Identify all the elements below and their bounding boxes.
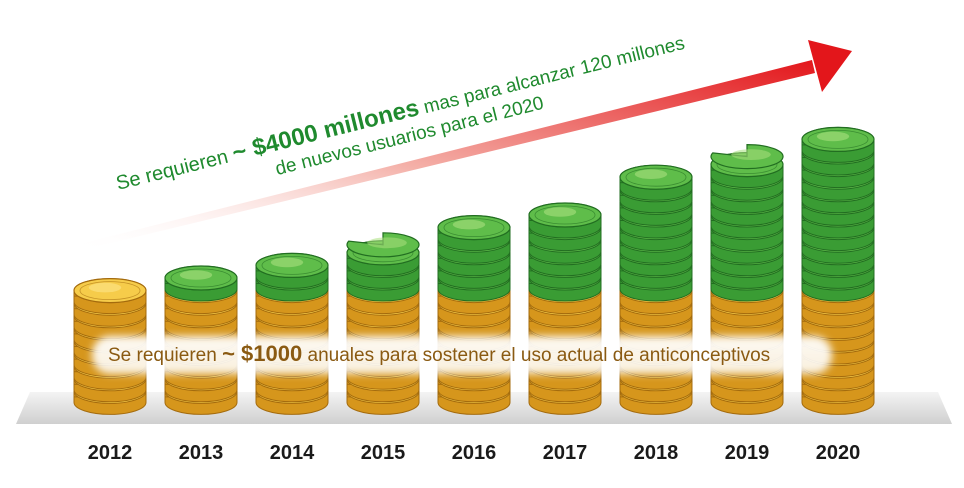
stack-top-2018 (619, 164, 693, 190)
stack-top-2012 (73, 278, 147, 304)
stack-top-2014 (255, 252, 329, 278)
x-tick-2020: 2020 (816, 442, 861, 464)
trend-arrow (72, 40, 852, 251)
x-tick-2019: 2019 (725, 442, 770, 464)
partial-coin-2015 (346, 232, 420, 258)
x-tick-2014: 2014 (270, 442, 315, 464)
stack-top-2016 (437, 215, 511, 241)
partial-coin-2019 (710, 143, 784, 170)
x-tick-2018: 2018 (634, 442, 679, 464)
x-tick-2017: 2017 (543, 442, 588, 464)
band-background (92, 336, 832, 374)
band-text: Se requieren ~ $1000 anuales para sosten… (108, 341, 770, 366)
stack-top-2013 (164, 265, 238, 291)
x-tick-2013: 2013 (179, 442, 224, 464)
coin-stack-2016 (437, 215, 511, 415)
coin-stack-2014 (255, 252, 329, 415)
x-tick-2012: 2012 (88, 442, 133, 464)
x-tick-2015: 2015 (361, 442, 406, 464)
stack-top-2020 (801, 126, 875, 152)
coin-stack-2017 (528, 202, 602, 415)
coin-stack-2015 (346, 232, 420, 415)
coin-stack-2018 (619, 164, 693, 415)
x-tick-2016: 2016 (452, 442, 497, 464)
stack-top-2017 (528, 202, 602, 228)
coin-stack-2020 (801, 126, 875, 415)
